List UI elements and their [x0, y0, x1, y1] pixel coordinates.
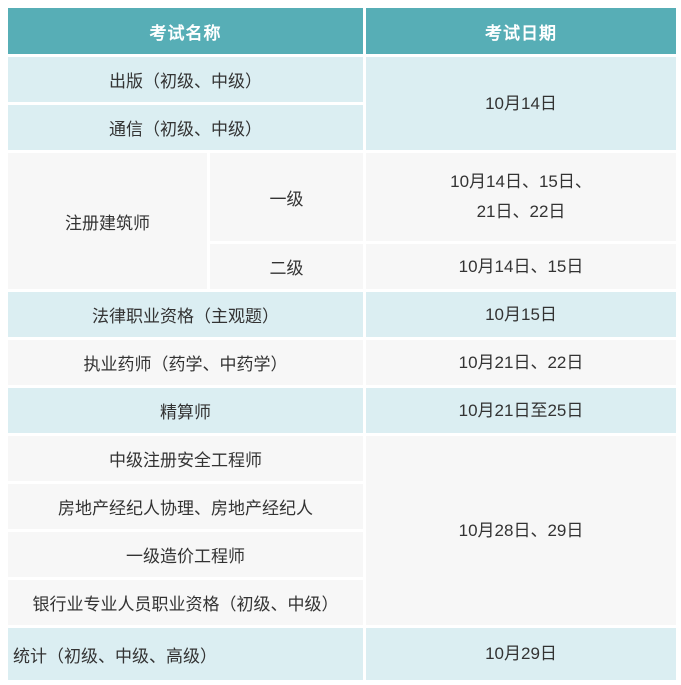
cell-exam-name: 房地产经纪人协理、房地产经纪人: [8, 484, 363, 529]
cell-exam-name: 法律职业资格（主观题）: [8, 292, 363, 337]
cell-exam-level: 二级: [210, 244, 363, 289]
cell-exam-group: 注册建筑师: [8, 153, 207, 289]
cell-exam-date: 10月14日、15日、 21日、22日: [366, 153, 676, 241]
table-row-actuary: 精算师 10月21日至25日: [8, 388, 676, 433]
table-row-publishing: 出版（初级、中级） 10月14日: [8, 57, 676, 150]
table-row-architect-level2: 二级 10月14日、15日: [8, 244, 676, 289]
exam-schedule-table: 考试名称 考试日期 出版（初级、中级） 10月14日 通信（初级、中级） 注册建…: [5, 5, 679, 683]
table-row-statistics: 统计（初级、中级、高级） 10月29日: [8, 628, 676, 680]
cell-exam-name: 统计（初级、中级、高级）: [8, 628, 363, 680]
table-row-cost-engineer: 一级造价工程师: [8, 532, 676, 577]
cell-exam-name: 一级造价工程师: [8, 532, 363, 577]
table-row-banking: 银行业专业人员职业资格（初级、中级）: [8, 580, 676, 625]
header-exam-date: 考试日期: [366, 8, 676, 54]
cell-exam-name: 精算师: [8, 388, 363, 433]
table-row-legal: 法律职业资格（主观题） 10月15日: [8, 292, 676, 337]
cell-exam-level: 一级: [210, 153, 363, 241]
cell-exam-date: 10月21日、22日: [366, 340, 676, 385]
cell-exam-name: 中级注册安全工程师: [8, 436, 363, 481]
cell-exam-date: 10月14日、15日: [366, 244, 676, 289]
cell-exam-date: 10月15日: [366, 292, 676, 337]
cell-exam-name: 银行业专业人员职业资格（初级、中级）: [8, 580, 363, 625]
cell-exam-date: 10月21日至25日: [366, 388, 676, 433]
cell-exam-name: 出版（初级、中级）: [8, 57, 363, 102]
cell-exam-date: 10月29日: [366, 628, 676, 680]
table-row-architect-level1: 注册建筑师 一级 10月14日、15日、 21日、22日: [8, 153, 676, 289]
cell-exam-name: 通信（初级、中级）: [8, 105, 363, 150]
cell-exam-date: 10月28日、29日: [366, 436, 676, 625]
table-row-real-estate-agent: 房地产经纪人协理、房地产经纪人: [8, 484, 676, 529]
cell-exam-name: 执业药师（药学、中药学）: [8, 340, 363, 385]
table-row-safety-engineer: 中级注册安全工程师 10月28日、29日: [8, 436, 676, 625]
table-row-communication: 通信（初级、中级）: [8, 105, 676, 150]
table-row-pharmacist: 执业药师（药学、中药学） 10月21日、22日: [8, 340, 676, 385]
cell-exam-date: 10月14日: [366, 57, 676, 150]
table-header-row: 考试名称 考试日期: [8, 8, 676, 54]
header-exam-name: 考试名称: [8, 8, 363, 54]
